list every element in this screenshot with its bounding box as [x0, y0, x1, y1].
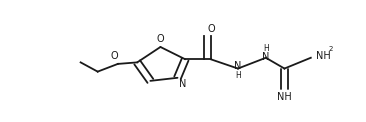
Text: NH: NH — [316, 51, 331, 61]
Text: NH: NH — [277, 92, 292, 102]
Text: H: H — [235, 71, 241, 80]
Text: N: N — [179, 79, 187, 89]
Text: N: N — [262, 52, 269, 62]
Text: O: O — [157, 34, 164, 44]
Text: O: O — [111, 51, 119, 61]
Text: H: H — [263, 44, 269, 53]
Text: N: N — [234, 61, 242, 71]
Text: 2: 2 — [329, 46, 333, 52]
Text: O: O — [207, 24, 214, 34]
